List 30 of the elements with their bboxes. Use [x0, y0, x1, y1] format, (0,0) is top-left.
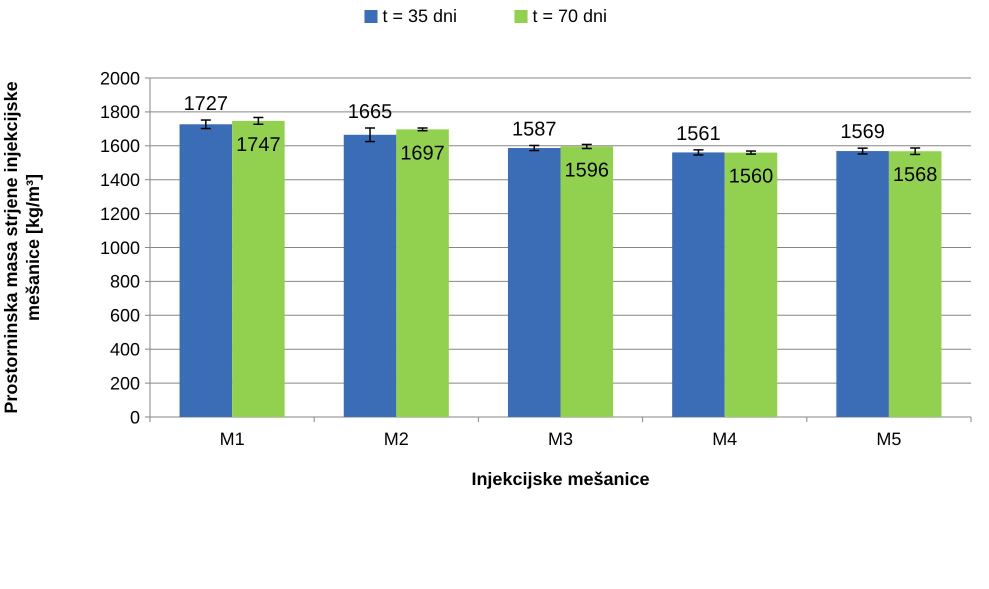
data-label: 1569: [840, 121, 885, 144]
data-label: 1727: [184, 93, 228, 116]
x-tick-label: M5: [876, 429, 902, 449]
data-label: 1596: [564, 159, 610, 182]
y-tick-label: 1600: [100, 136, 140, 156]
x-tick-label: M3: [548, 429, 574, 449]
data-label: 1560: [728, 166, 774, 188]
legend-label: t = 35 dni: [382, 6, 458, 26]
y-tick-label: 1400: [100, 170, 140, 190]
y-tick-label: 0: [130, 407, 140, 428]
y-axis-title: Prostorninska masa strjene injekcijske mešanice [kg/m³]: [1, 81, 43, 414]
data-label: 1587: [512, 118, 556, 140]
data-label: 1561: [676, 122, 721, 145]
legend-label: t = 70 dni: [532, 6, 608, 26]
x-tick-label: M1: [220, 429, 245, 449]
data-label: 1697: [400, 142, 445, 164]
y-tick-label: 400: [110, 340, 140, 360]
x-tick-label: M2: [384, 429, 409, 449]
x-axis-title: Injekcijske mešanice: [471, 469, 650, 489]
data-label: 1665: [348, 101, 392, 124]
y-tick-label: 1200: [100, 204, 140, 224]
y-tick-label: 1800: [100, 102, 140, 122]
data-label: 1747: [236, 134, 281, 156]
x-tick-label: M4: [712, 429, 738, 449]
y-tick-label: 1000: [100, 238, 140, 258]
y-tick-label: 200: [110, 373, 140, 394]
y-tick-label: 2000: [100, 68, 140, 88]
y-tick-label: 800: [110, 272, 140, 292]
y-tick-label: 600: [110, 306, 140, 326]
data-label: 1568: [892, 164, 938, 186]
